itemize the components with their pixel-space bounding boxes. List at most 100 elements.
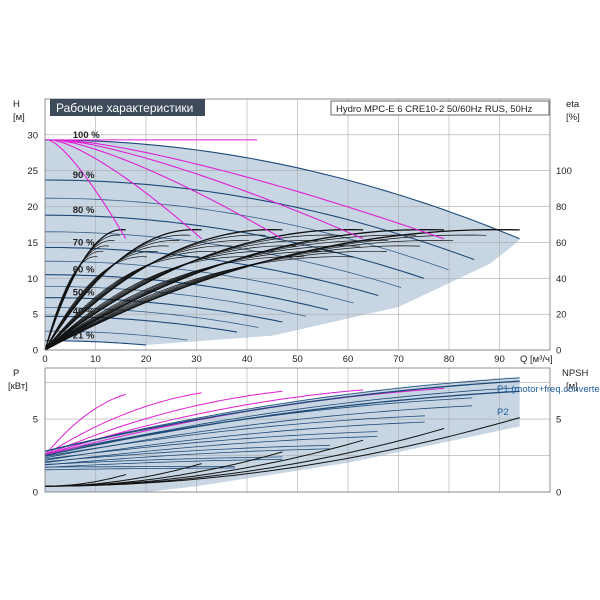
switch-curve: [60, 139, 364, 240]
y2-axis-unit: [%]: [566, 112, 580, 123]
npsh-curve: [44, 417, 520, 487]
efficiency-curve: [44, 256, 98, 351]
y2-tick-label: 100: [556, 166, 572, 177]
efficiency-curve: [44, 256, 147, 351]
y-axis-label: H: [13, 99, 20, 110]
x-tick-label: 40: [242, 354, 253, 365]
npsh-tick-label: 0: [556, 488, 561, 499]
power-curve: [44, 415, 425, 457]
head-ticks: 0 10 20 30 40 50 60 70 80 90 0 5 10 15 20 25 30 0 20 40 60 80…: [27, 130, 571, 365]
power-curve: [44, 421, 425, 461]
switch-curve: [52, 139, 202, 240]
switch-curve: [56, 139, 283, 240]
y2-tick-label: 0: [556, 346, 561, 357]
chart-title: Рабочие характеристики: [56, 101, 193, 115]
power-curve: [44, 444, 330, 463]
x-tick-label: 20: [141, 354, 152, 365]
x-tick-label: 0: [42, 354, 47, 365]
power-curve: [44, 448, 330, 466]
head-chart: Рабочие характеристики Hydro MPC-E 6 CRE…: [13, 98, 580, 365]
power-tick-label: 5: [33, 415, 38, 426]
efficiency-curve: [44, 256, 252, 351]
power-switch-curve: [44, 390, 283, 456]
power-main-curve-1: [44, 380, 520, 452]
efficiency-curve: [44, 256, 305, 351]
y2-tick-label: 40: [556, 274, 567, 285]
power-ticks: 0 5 0 5: [33, 415, 562, 499]
power-chart: P [кВт] NPSH [м] P1 (motor+freq.converte…: [8, 367, 600, 499]
power-curve: [44, 467, 235, 471]
efficiency-curves: [44, 228, 520, 351]
speed-labels: 100 % 90 % 80 % 70 % 60 % 50 % 40 % 21 %: [73, 130, 100, 342]
power-plot-frame: [44, 367, 551, 493]
speed-label: 50 %: [73, 288, 95, 299]
x-tick-label: 70: [393, 354, 404, 365]
power-curve: [44, 377, 520, 452]
chart-subtitle: Hydro MPC-E 6 CRE10-2 50/60Hz RUS, 50Hz: [336, 104, 533, 115]
x-axis-label: Q [м³/ч]: [520, 354, 553, 365]
title-box: [50, 99, 205, 116]
head-curve-100: [45, 139, 520, 240]
efficiency-curve: [44, 250, 387, 351]
head-curve-intermediate: [45, 197, 449, 271]
y-tick-label: 30: [27, 130, 38, 141]
power-curve: [44, 458, 283, 468]
power-axis-unit: [кВт]: [8, 381, 28, 392]
head-curve-80: [45, 214, 424, 279]
speed-label: 70 %: [73, 237, 95, 248]
efficiency-curve: [44, 250, 216, 351]
speed-label: 80 %: [73, 205, 95, 216]
p2-series-label: P2: [497, 407, 509, 418]
y2-tick-label: 60: [556, 238, 567, 249]
power-main-curve-2: [44, 390, 520, 457]
npsh-tick-label: 5: [556, 415, 561, 426]
y-axis-unit: [м]: [13, 112, 25, 123]
y2-tick-label: 20: [556, 310, 567, 321]
x-tick-label: 80: [444, 354, 455, 365]
y-tick-label: 20: [27, 202, 38, 213]
power-curve: [44, 456, 283, 465]
power-envelope: [45, 376, 520, 492]
speed-label: 90 %: [73, 170, 95, 181]
power-tick-label: 0: [33, 488, 38, 499]
speed-label: 100 %: [73, 130, 100, 141]
head-speed-curves: [44, 139, 520, 346]
head-curve-70: [44, 246, 379, 297]
speed-label: 21 %: [73, 331, 95, 342]
npsh-axis-label: NPSH: [562, 368, 589, 379]
x-tick-label: 90: [494, 354, 505, 365]
power-switch-curve: [44, 392, 202, 456]
head-curve-intermediate: [45, 307, 259, 328]
x-tick-label: 60: [343, 354, 354, 365]
power-curve: [44, 466, 235, 468]
y-tick-label: 25: [27, 166, 38, 177]
speed-label: 60 %: [73, 265, 95, 276]
speed-label: 40 %: [73, 306, 95, 317]
x-tick-label: 30: [191, 354, 202, 365]
y-tick-label: 10: [27, 274, 38, 285]
efficiency-curve: [44, 250, 158, 351]
switch-point-curves: [45, 139, 445, 240]
x-tick-label: 50: [292, 354, 303, 365]
efficiency-curve: [44, 250, 275, 351]
power-axis-label: P: [13, 368, 19, 379]
y-tick-label: 5: [33, 310, 38, 321]
subtitle-box: [330, 100, 550, 116]
head-plot-frame: [44, 98, 551, 351]
power-curve: [44, 436, 378, 463]
npsh-axis-unit: [м]: [566, 381, 578, 392]
power-curves: [44, 377, 520, 487]
efficiency-curve: [44, 256, 354, 351]
p1-series-label: P1 (motor+freq.converter): [497, 384, 600, 395]
switch-curve: [48, 139, 127, 240]
y2-tick-label: 80: [556, 202, 567, 213]
x-tick-label: 10: [90, 354, 101, 365]
y-tick-label: 0: [33, 346, 38, 357]
efficiency-curve: [44, 250, 333, 351]
switch-curve: [64, 139, 445, 240]
head-curve-60: [45, 274, 328, 311]
y-tick-label: 15: [27, 238, 38, 249]
efficiency-curve: [44, 256, 200, 351]
power-curve: [44, 431, 378, 460]
